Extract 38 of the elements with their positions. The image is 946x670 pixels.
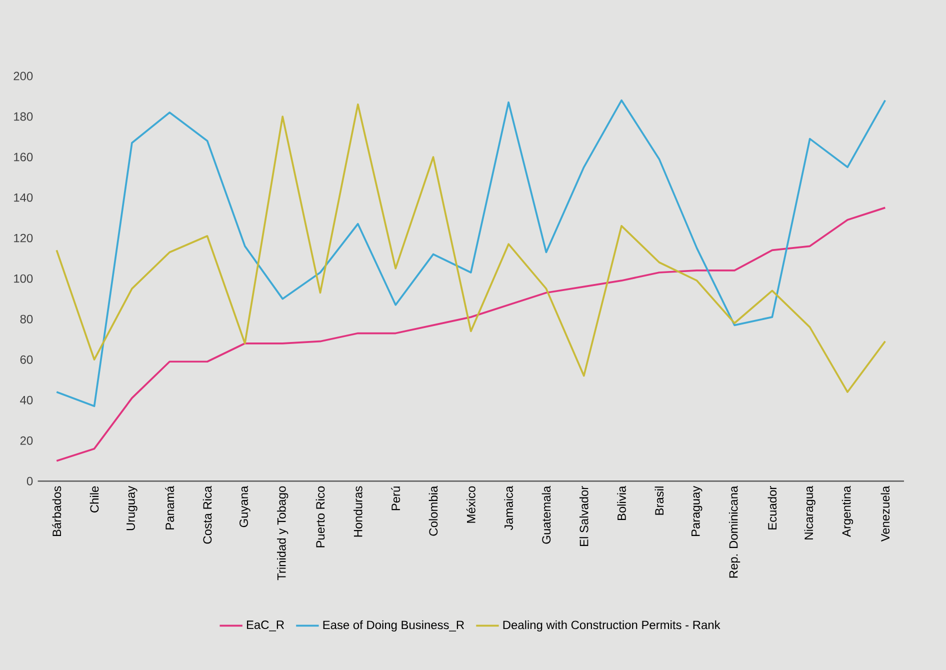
x-tick-label: Paraguay (692, 486, 702, 536)
x-tick-label: El Salvador (579, 486, 588, 546)
legend-label: Dealing with Construction Permits - Rank (503, 620, 720, 632)
x-tick-label: Bolivia (617, 486, 626, 520)
x-tick-label: Colombia (428, 486, 438, 536)
x-tick-label: México (466, 486, 476, 523)
y-tick-label: 140 (14, 193, 33, 202)
x-tick-label: Jamaica (504, 486, 513, 530)
y-tick-label: 40 (20, 396, 33, 404)
x-tick-label: Guatemala (542, 486, 551, 544)
y-tick-label: 80 (20, 314, 33, 324)
x-tick-label: Argentina (842, 486, 854, 537)
x-tick-label: Perú (391, 486, 400, 510)
legend-label: Ease of Doing Business_R (323, 620, 464, 632)
x-tick-label: Uruguay (126, 486, 138, 530)
x-tick-label: Bárbados (52, 486, 62, 536)
x-tick-label: Brasil (654, 486, 664, 515)
line-series (56, 206, 886, 462)
y-tick-label: 120 (14, 234, 33, 242)
x-tick-label: Nicaragua (804, 486, 816, 540)
x-tick-label: Panamá (165, 486, 174, 530)
x-tick-label: Venezuela (880, 486, 890, 542)
x-tick-label: Ecuador (768, 486, 777, 530)
x-tick-label: Puerto Rico (316, 486, 325, 548)
x-tick-label: Guyana (240, 486, 250, 528)
legend-label: EaC_R (246, 620, 284, 632)
x-tick-label: Costa Rica (202, 486, 212, 544)
y-tick-label: 160 (14, 152, 33, 162)
y-tick-label: 180 (14, 112, 33, 121)
x-tick-label: Chile (90, 486, 99, 512)
y-tick-label: 60 (20, 355, 33, 364)
x-tick-label: Rep. Dominicana (728, 486, 740, 578)
x-tick-label: Trinidad y Tobago (277, 486, 288, 580)
x-tick-label: Honduras (354, 486, 362, 537)
y-tick-label: 100 (14, 274, 33, 283)
y-tick-label: 0 (26, 476, 33, 486)
y-tick-label: 20 (20, 436, 33, 445)
y-tick-label: 200 (14, 72, 33, 80)
